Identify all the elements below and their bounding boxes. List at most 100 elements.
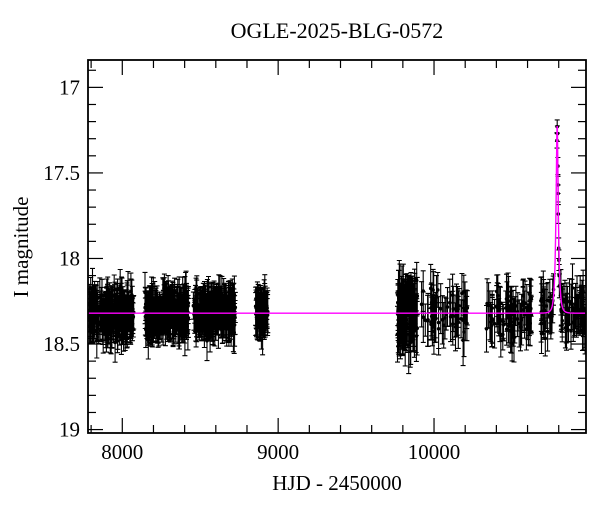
data-point [549, 314, 553, 318]
data-point [206, 305, 210, 309]
data-point [542, 320, 546, 324]
data-point [125, 302, 129, 307]
data-point [166, 303, 171, 308]
data-point [172, 321, 176, 326]
data-point [121, 331, 126, 335]
data-point [90, 287, 95, 291]
data-point [233, 305, 238, 310]
x-tick-label: 8000 [101, 440, 143, 464]
data-point [501, 332, 505, 337]
data-point [204, 309, 209, 314]
data-point [495, 305, 500, 310]
data-point [440, 318, 445, 322]
data-point [210, 308, 214, 313]
data-point [403, 306, 408, 310]
data-point [400, 321, 405, 325]
data-point [410, 296, 414, 301]
data-point [195, 294, 199, 299]
data-point [199, 321, 204, 325]
data-point [215, 305, 220, 310]
data-point [546, 298, 550, 303]
data-point [220, 296, 224, 300]
data-point [456, 320, 461, 325]
data-point [255, 317, 259, 321]
data-point [184, 291, 188, 295]
data-point [573, 303, 578, 307]
data-point [218, 292, 222, 297]
data-point [118, 320, 122, 324]
data-point [559, 309, 563, 313]
data-point [208, 335, 212, 340]
data-point [121, 314, 126, 319]
plot-frame [87, 59, 587, 434]
data-point [119, 295, 124, 299]
data-point [162, 292, 167, 296]
data-point [566, 317, 570, 322]
data-point [490, 318, 495, 322]
data-point [401, 317, 405, 321]
data-point [197, 318, 201, 322]
data-point [582, 306, 586, 311]
data-point [489, 323, 494, 328]
data-point [108, 332, 113, 337]
data-point [527, 292, 532, 297]
data-point [114, 299, 119, 304]
data-point [106, 314, 111, 318]
data-point [193, 304, 197, 309]
data-point [90, 323, 95, 328]
data-point [162, 307, 167, 311]
data-point [415, 294, 419, 299]
data-point [204, 315, 209, 320]
data-point [512, 334, 516, 339]
data-point [451, 322, 455, 326]
data-point [260, 313, 265, 318]
data-point [126, 290, 130, 295]
data-point [529, 296, 533, 300]
data-point [155, 309, 159, 314]
data-point [514, 304, 518, 308]
data-point [110, 325, 114, 329]
data-point [517, 321, 521, 326]
axis-tick-labels: 8000 9000 10000 17 17.5 18 18.5 19 [43, 75, 460, 464]
data-point [174, 301, 179, 306]
data-point [460, 291, 464, 296]
data-point [116, 316, 121, 321]
data-point [501, 323, 506, 327]
data-point [125, 314, 129, 319]
data-point [421, 315, 426, 320]
data-point [116, 313, 121, 318]
data-point [399, 297, 404, 302]
data-point [148, 303, 152, 307]
x-tick-label: 9000 [257, 440, 299, 464]
data-point [118, 304, 123, 308]
data-point [223, 299, 228, 303]
y-tick-label: 19 [59, 418, 80, 442]
data-point [103, 306, 108, 311]
data-point [129, 289, 133, 294]
data-point [436, 327, 441, 331]
data-point [143, 302, 148, 307]
data-point [539, 331, 544, 336]
data-point [397, 333, 402, 337]
data-point [180, 293, 185, 298]
data-point [255, 307, 260, 311]
data-point [96, 295, 100, 300]
data-point [512, 316, 516, 321]
data-point [265, 313, 270, 317]
data-point [492, 321, 497, 326]
data-point [177, 313, 182, 318]
y-axis-label: I magnitude [9, 197, 33, 298]
data-point [569, 302, 573, 306]
data-point [161, 323, 165, 328]
data-point [172, 302, 176, 307]
data-point [148, 307, 152, 312]
data-point [171, 294, 175, 298]
data-point [506, 315, 511, 320]
data-point [174, 318, 179, 323]
data-point [162, 296, 166, 300]
data-point [488, 313, 492, 318]
data-point [410, 314, 414, 318]
data-point [231, 329, 236, 333]
data-point [166, 292, 170, 297]
